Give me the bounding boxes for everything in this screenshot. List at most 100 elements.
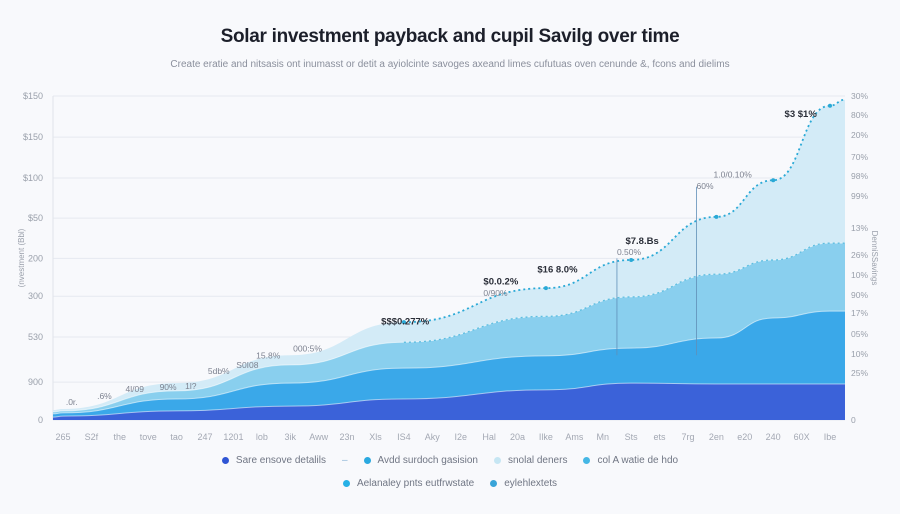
x-tick-label: Sts [625, 432, 639, 442]
data-point [629, 257, 634, 262]
x-tick-label: 7rg [681, 432, 694, 442]
x-tick-label: 247 [198, 432, 213, 442]
x-tick-label: I2e [454, 432, 467, 442]
x-tick-label: Aww [309, 432, 328, 442]
y-right-tick-label: 99% [851, 191, 868, 201]
x-tick-label: 23n [340, 432, 355, 442]
area-series-1 [53, 383, 845, 420]
dotted-trend-line [403, 98, 846, 324]
x-tick-label: tao [170, 432, 183, 442]
x-tick-label: tove [140, 432, 157, 442]
annotation-label: $$$0.277% [381, 316, 430, 327]
y-right-tick-label: 80% [851, 110, 868, 120]
y-right-tick-label: 25% [851, 368, 868, 378]
y-tick-label: $50 [28, 213, 43, 223]
data-point [714, 214, 719, 219]
legend-label: Avdd surdoch gasision [377, 455, 478, 466]
data-point [771, 178, 776, 183]
data-point [543, 286, 548, 291]
annotation-label: S0I08 [236, 360, 258, 370]
x-tick-label: 60X [794, 432, 810, 442]
annotation-label: .6% [97, 391, 112, 401]
legend-item[interactable]: snolal deners [493, 455, 568, 466]
annotation-label: 000:5% [293, 343, 322, 353]
x-tick-label: the [114, 432, 127, 442]
legend-row-2: Aelanaley pnts eutfrwstate eylehlextets [0, 478, 900, 489]
y-right-tick-label: 90% [851, 290, 868, 300]
legend-label: Aelanaley pnts eutfrwstate [356, 478, 475, 489]
legend-label: eylehlextets [504, 478, 558, 489]
y-right-tick-label: 30% [851, 91, 868, 101]
legend-swatch-icon [583, 457, 591, 464]
series-edge-2 [52, 310, 845, 415]
legend-item[interactable]: Sare ensove detalils [221, 455, 326, 466]
y-right-tick-label: 10% [851, 349, 868, 359]
x-tick-label: Mn [596, 432, 609, 442]
y-tick-label: 530 [28, 332, 43, 342]
x-tick-label: Ams [565, 432, 584, 442]
chart-subtitle: Create eratie and nitsasis ont inumasst … [170, 59, 730, 70]
x-tick-label: ets [654, 432, 667, 442]
x-tick-label: S2f [85, 432, 99, 442]
annotation-label: 5db% [208, 366, 230, 376]
data-point [401, 320, 406, 325]
y-axis-title-left: (nvestment (Bbl) [17, 228, 26, 287]
legend-swatch-icon [221, 457, 229, 464]
x-tick-label: 3ik [285, 432, 297, 442]
x-tick-label: Hal [482, 432, 496, 442]
y-right-tick-label: 13% [851, 223, 868, 233]
legend-swatch-icon [493, 457, 501, 464]
y-right-tick-label: 0 [851, 415, 856, 425]
series-edge-1 [52, 382, 845, 418]
annotation-label: $16 8.0% [537, 265, 578, 276]
y-right-tick-label: 70% [851, 152, 868, 162]
y-tick-label: 200 [28, 253, 43, 263]
y-tick-label: 900 [28, 377, 43, 387]
y-tick-label: $150 [23, 91, 43, 101]
annotation-label: 15.8% [256, 350, 281, 360]
legend-item[interactable]: Avdd surdoch gasision [363, 455, 478, 466]
annotation-label: 60% [696, 181, 713, 191]
x-tick-label: e20 [737, 432, 752, 442]
x-tick-label: 2en [709, 432, 724, 442]
legend-swatch-icon [363, 457, 371, 464]
annotation-label: 1.0/0.10% [714, 170, 753, 180]
legend-label: col A watie de hdo [597, 455, 679, 466]
legend-item[interactable]: Aelanaley pnts eutfrwstate [342, 478, 475, 489]
x-tick-label: 20a [510, 432, 525, 442]
y-right-tick-label: 10% [851, 270, 868, 280]
annotation-label: $0.0.2% [483, 277, 518, 288]
y-right-tick-label: 05% [851, 329, 868, 339]
y-axis-title-right: DenniSSavings [870, 231, 879, 286]
x-tick-label: Ibe [824, 432, 837, 442]
y-tick-label: $150 [23, 132, 43, 142]
y-tick-label: 0 [38, 415, 43, 425]
annotation-label: 1l? [185, 381, 197, 391]
legend-label: snolal deners [507, 455, 568, 466]
legend-swatch-icon [342, 480, 350, 487]
x-tick-label: lob [256, 432, 268, 442]
annotation-label: 0/90% [483, 288, 508, 298]
annotation-label: $7.8.Bs [625, 236, 658, 247]
annotation-label: 4l/09 [125, 384, 144, 394]
x-tick-label: Aky [425, 432, 441, 442]
dotted-trend-line-2 [403, 242, 845, 343]
x-tick-label: Ilke [539, 432, 553, 442]
annotation-label: .0r. [66, 397, 78, 407]
y-right-tick-label: 17% [851, 308, 868, 318]
annotation-label: 90% [160, 382, 177, 392]
y-tick-label: 300 [28, 291, 43, 301]
x-tick-label: Xls [369, 432, 382, 442]
annotation-label: 0.50% [617, 247, 642, 257]
legend-swatch-icon [490, 480, 498, 487]
annotation-label: $3 $1% [785, 109, 818, 120]
x-tick-label: 1201 [223, 432, 243, 442]
legend-item[interactable]: eylehlextets [490, 478, 557, 489]
legend-separator: – [341, 455, 348, 466]
legend-label: Sare ensove detalils [235, 455, 326, 466]
chart-title: Solar investment payback and cupil Savil… [220, 26, 680, 47]
data-point [828, 103, 832, 108]
legend-item[interactable]: col A watie de hdo [583, 455, 678, 466]
x-tick-label: 265 [55, 432, 70, 442]
